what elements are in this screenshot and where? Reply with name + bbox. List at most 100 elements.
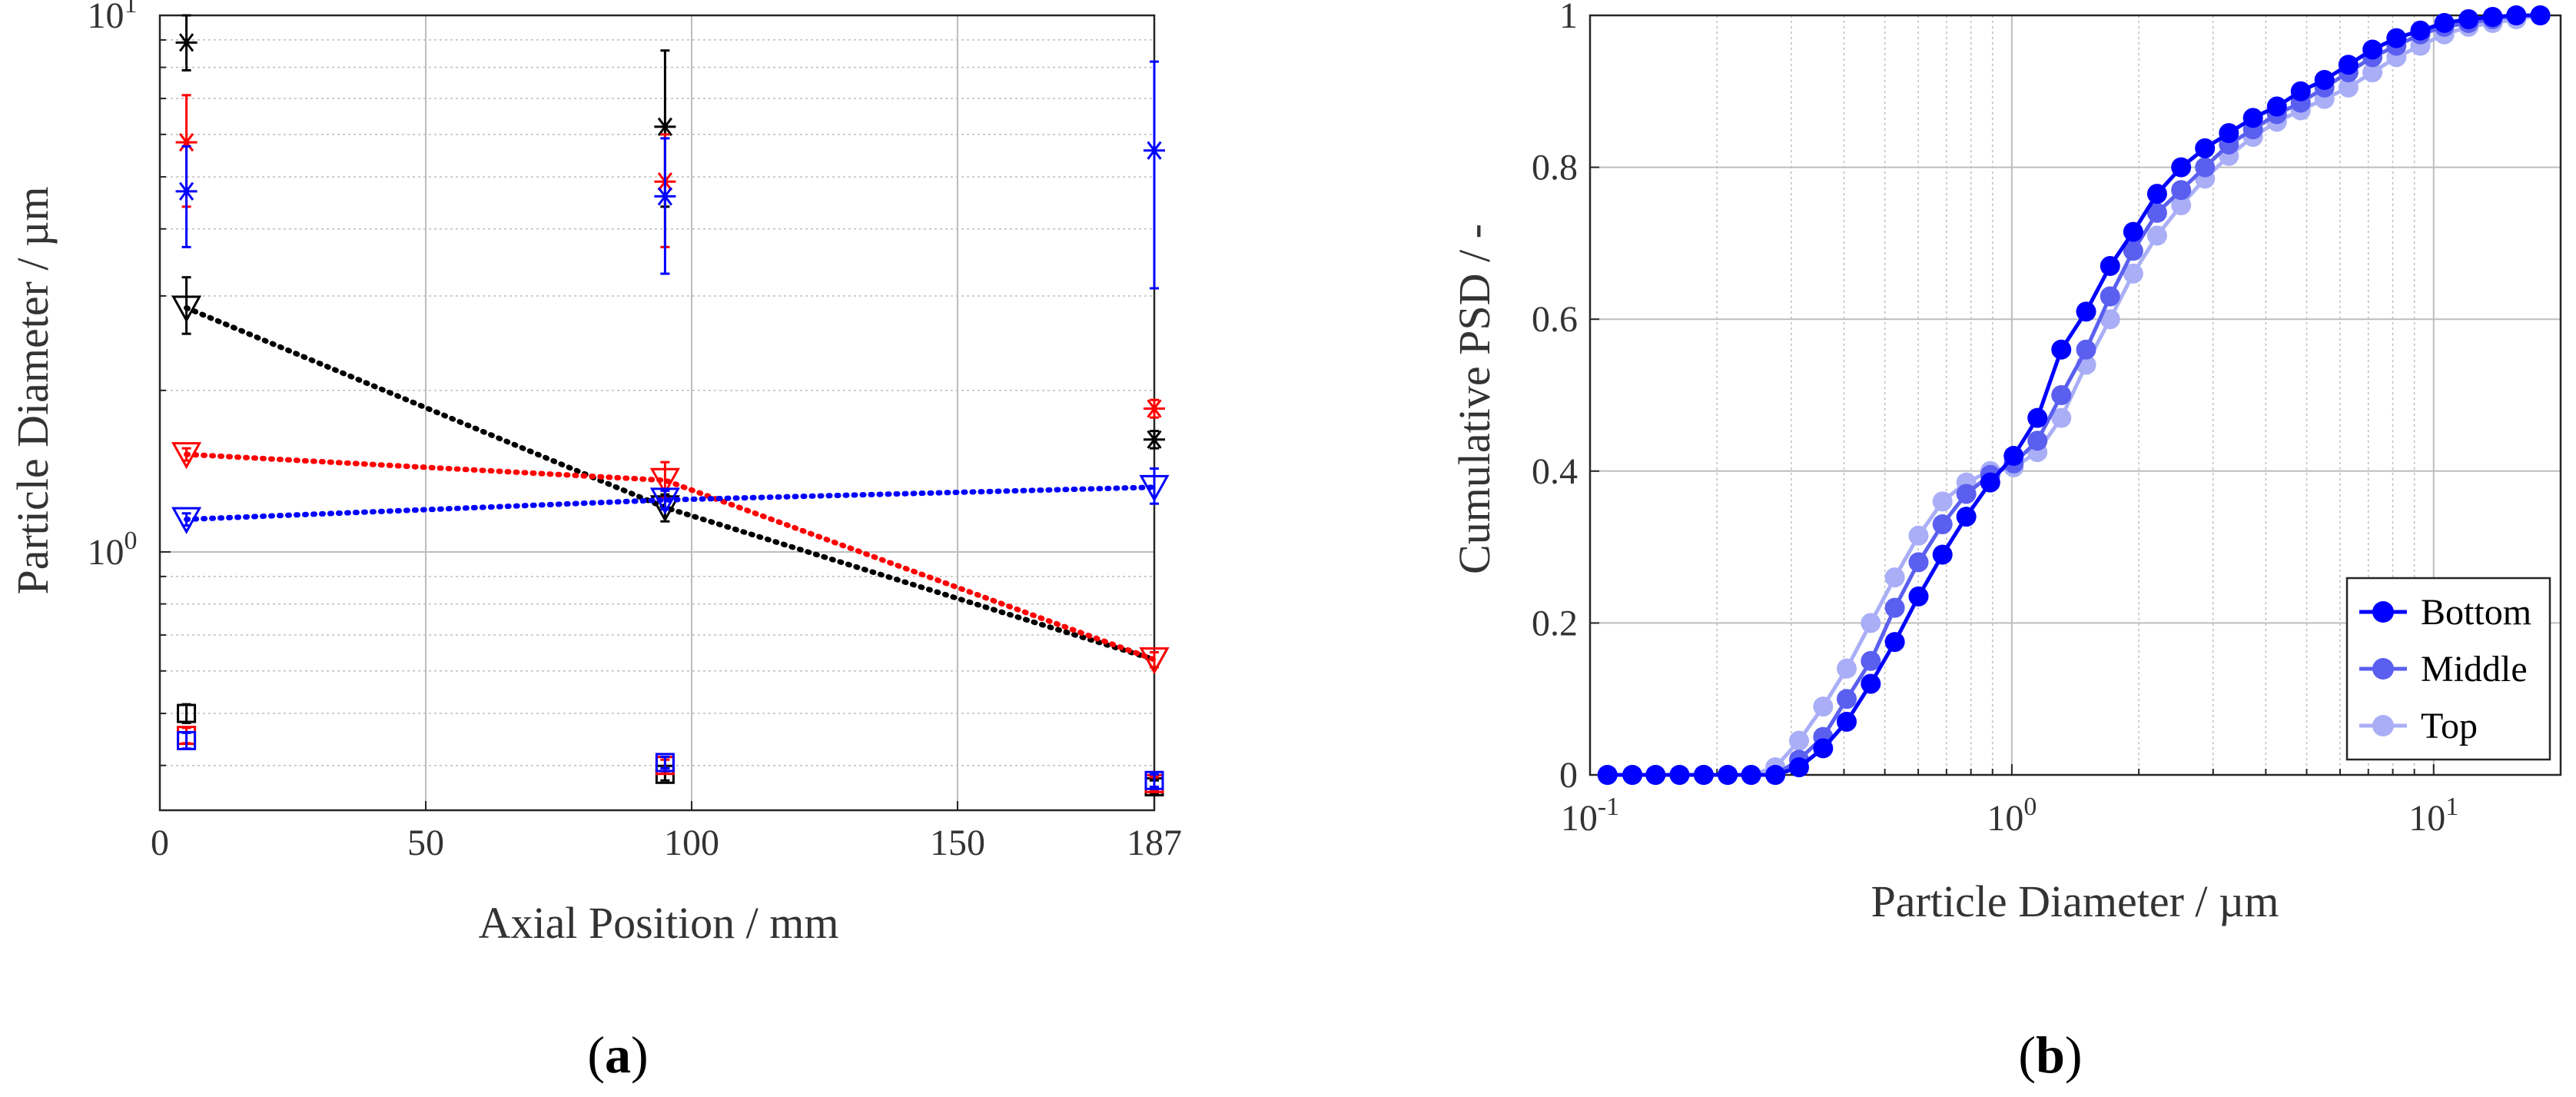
square-point — [177, 703, 197, 723]
legend-swatch-marker — [2372, 715, 2394, 736]
data-point — [1932, 491, 1953, 512]
data-point — [2123, 221, 2143, 242]
series-8-square — [177, 730, 1164, 790]
asterisk-point — [178, 133, 194, 152]
x-tick-label-base: 10 — [1561, 798, 1598, 839]
y-tick-label-exp: 1 — [124, 0, 138, 18]
triangle-point — [1139, 647, 1170, 675]
data-point — [2100, 256, 2120, 277]
data-point — [2076, 339, 2096, 360]
data-point — [1861, 613, 1881, 633]
data-point — [1908, 525, 1929, 546]
data-point — [2506, 5, 2527, 25]
y-tick-label: 0 — [1559, 755, 1578, 796]
series-4-triangle-down — [171, 442, 1170, 675]
data-point — [2219, 123, 2239, 144]
data-point — [1622, 765, 1643, 785]
data-point — [1956, 507, 1977, 527]
x-tick-label: 101 — [2408, 793, 2458, 839]
x-tick-label: 10-1 — [1561, 793, 1619, 839]
data-point — [2146, 202, 2167, 223]
data-point — [2314, 69, 2335, 90]
x-tick-label-base: 10 — [2408, 798, 2445, 839]
asterisk-point — [1147, 430, 1162, 449]
legend-label: Bottom — [2421, 592, 2531, 633]
data-point — [2146, 225, 2167, 246]
data-point — [2171, 195, 2192, 215]
y-tick-label-exp: 0 — [124, 527, 138, 555]
y-tick-label-base: 10 — [88, 532, 124, 573]
triangle-point — [649, 467, 680, 495]
data-point — [1837, 658, 1857, 679]
data-point — [2051, 407, 2072, 428]
data-point — [2338, 55, 2359, 75]
data-point — [1884, 597, 1905, 618]
series-3-triangle-down — [171, 276, 1170, 675]
data-point — [2290, 81, 2311, 101]
data-point — [1693, 765, 1714, 785]
chart-a-grid — [159, 15, 1155, 810]
series-line — [1607, 13, 2541, 777]
data-point — [1908, 586, 1929, 607]
panel-a-letter: a — [605, 1026, 631, 1084]
data-point — [1597, 765, 1618, 785]
asterisk-point — [178, 181, 194, 201]
x-tick-label-exp: 1 — [2445, 793, 2458, 821]
square-point — [177, 730, 197, 750]
panel-b-close: ) — [2065, 1026, 2083, 1084]
legend: Bottom Middle Top — [2345, 577, 2551, 761]
data-point — [1861, 650, 1881, 671]
data-point — [1813, 696, 1834, 717]
data-point — [2458, 8, 2479, 29]
data-point — [2027, 407, 2048, 428]
chart-b-y-label: Cumulative PSD / - — [1449, 224, 1499, 574]
data-point — [1837, 711, 1857, 732]
square-point — [655, 753, 675, 773]
y-tick-label: 0.2 — [1532, 603, 1578, 643]
triangle-point — [649, 487, 680, 515]
panel-b-letter: b — [2036, 1026, 2065, 1084]
data-point — [1884, 567, 1905, 588]
asterisk-point — [1147, 141, 1162, 160]
trend-line — [184, 484, 1157, 523]
series-line — [1607, 13, 2541, 777]
panel-a-close: ) — [631, 1026, 649, 1084]
data-point — [2362, 62, 2383, 83]
triangle-point — [171, 442, 202, 470]
legend-swatch-marker — [2372, 601, 2394, 623]
data-point — [2434, 12, 2455, 33]
panel-label-a: (a) — [587, 1026, 648, 1084]
data-point — [2530, 5, 2551, 25]
x-tick-label-exp: -1 — [1598, 793, 1619, 821]
data-point — [1837, 689, 1857, 710]
series-1-asterisk — [175, 94, 1165, 419]
data-point — [1908, 552, 1929, 573]
data-point — [2027, 430, 2048, 451]
svg-text:(a): (a) — [587, 1026, 648, 1084]
panel-label-b: (b) — [2018, 1026, 2082, 1084]
data-point — [2195, 138, 2216, 158]
y-tick-label: 0.4 — [1532, 451, 1578, 492]
data-point — [2051, 385, 2072, 405]
panel-a-open: ( — [587, 1026, 605, 1084]
data-point — [2482, 6, 2503, 27]
data-point — [2171, 157, 2192, 178]
data-point — [1861, 673, 1881, 694]
x-tick-label: 150 — [930, 823, 985, 863]
data-point — [1788, 757, 1809, 778]
y-tick-label: 101 — [88, 0, 138, 36]
data-point — [2242, 108, 2263, 128]
x-tick-label-exp: 0 — [2023, 793, 2037, 821]
data-point — [2338, 77, 2359, 98]
data-point — [1645, 765, 1666, 785]
asterisk-point — [657, 117, 672, 136]
x-tick-label: 187 — [1127, 823, 1182, 863]
data-point — [2123, 241, 2143, 261]
series-5-triangle-down — [171, 467, 1170, 534]
data-point — [2051, 339, 2072, 360]
chart-b-x-label: Particle Diameter / µm — [1871, 876, 2279, 926]
data-point — [2362, 39, 2383, 60]
data-point — [2100, 286, 2120, 307]
data-point — [2386, 28, 2407, 48]
